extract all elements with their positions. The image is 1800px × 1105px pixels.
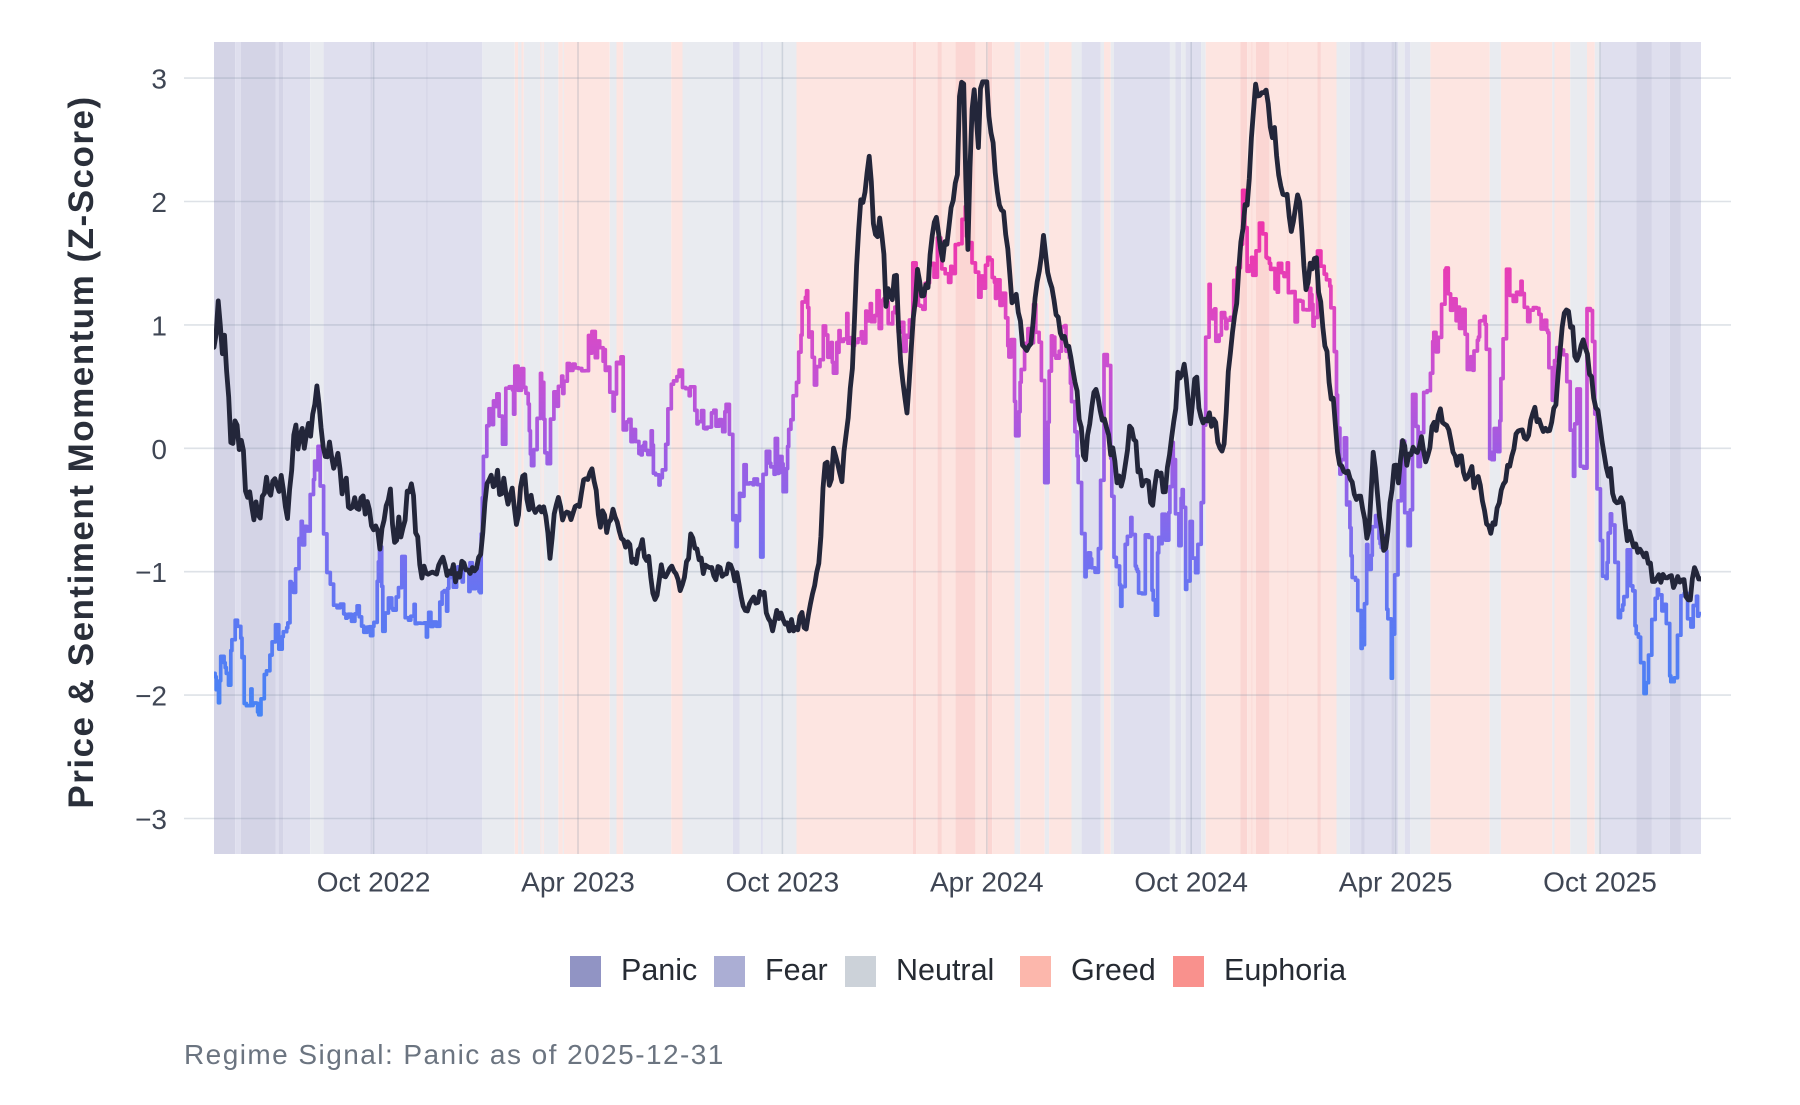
svg-text:Neutral: Neutral	[896, 953, 994, 987]
svg-text:−1: −1	[135, 557, 167, 588]
svg-text:Apr 2025: Apr 2025	[1339, 867, 1453, 898]
svg-text:Oct 2023: Oct 2023	[726, 867, 840, 898]
svg-text:1: 1	[151, 310, 167, 341]
svg-text:Euphoria: Euphoria	[1224, 953, 1346, 987]
svg-text:−2: −2	[135, 681, 167, 712]
svg-text:Oct 2024: Oct 2024	[1134, 867, 1248, 898]
svg-text:Apr 2023: Apr 2023	[521, 867, 635, 898]
svg-text:−3: −3	[135, 804, 167, 835]
svg-text:0: 0	[151, 434, 167, 465]
svg-text:Greed: Greed	[1071, 953, 1156, 987]
svg-text:2: 2	[151, 187, 167, 218]
svg-text:3: 3	[151, 64, 167, 95]
svg-text:Oct 2022: Oct 2022	[317, 867, 431, 898]
svg-text:Price & Sentiment Momentum (Z-: Price & Sentiment Momentum (Z-Score)	[62, 95, 101, 808]
svg-text:Oct 2025: Oct 2025	[1543, 867, 1657, 898]
svg-text:Panic: Panic	[621, 953, 697, 987]
svg-text:Fear: Fear	[765, 953, 828, 987]
svg-text:Regime Signal: Panic as of 202: Regime Signal: Panic as of 2025-12-31	[184, 1039, 725, 1070]
svg-text:Apr 2024: Apr 2024	[930, 867, 1044, 898]
